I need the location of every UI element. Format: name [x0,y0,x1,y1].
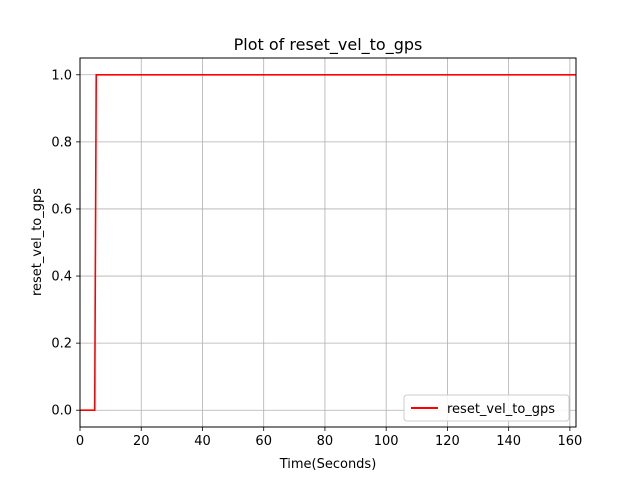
x-axis-label: Time(Seconds) [279,457,377,472]
legend: reset_vel_to_gps [403,394,570,422]
chart-title: Plot of reset_vel_to_gps [234,35,423,55]
y-tick-label: 0.2 [51,337,72,352]
y-tick-label: 0.0 [51,404,72,419]
y-tick-label: 0.6 [51,202,72,217]
y-tick-label: 0.4 [51,270,72,285]
plot-frame [79,57,577,428]
y-axis-label: reset_vel_to_gps [30,188,45,296]
y-tick-label: 1.0 [51,68,72,83]
x-tick-label: 40 [194,434,211,449]
x-tick-label: 20 [133,434,150,449]
x-tick-label: 120 [435,434,460,449]
x-tick-label: 160 [557,434,582,449]
y-axis: 0.0 0.2 0.4 0.6 0.8 1.0 [51,68,80,419]
x-tick-label: 0 [76,434,84,449]
y-tick-label: 0.8 [51,135,72,150]
series-layer [80,73,576,412]
grid [79,58,576,427]
x-tick-label: 80 [317,434,334,449]
x-tick-label: 100 [374,434,399,449]
x-tick-label: 140 [496,434,521,449]
series-line-0 [80,73,576,412]
legend-box [403,394,570,422]
x-axis: 0 20 40 60 80 100 120 140 160 [76,427,582,449]
legend-entry-label: reset_vel_to_gps [447,402,555,417]
x-tick-label: 60 [255,434,272,449]
